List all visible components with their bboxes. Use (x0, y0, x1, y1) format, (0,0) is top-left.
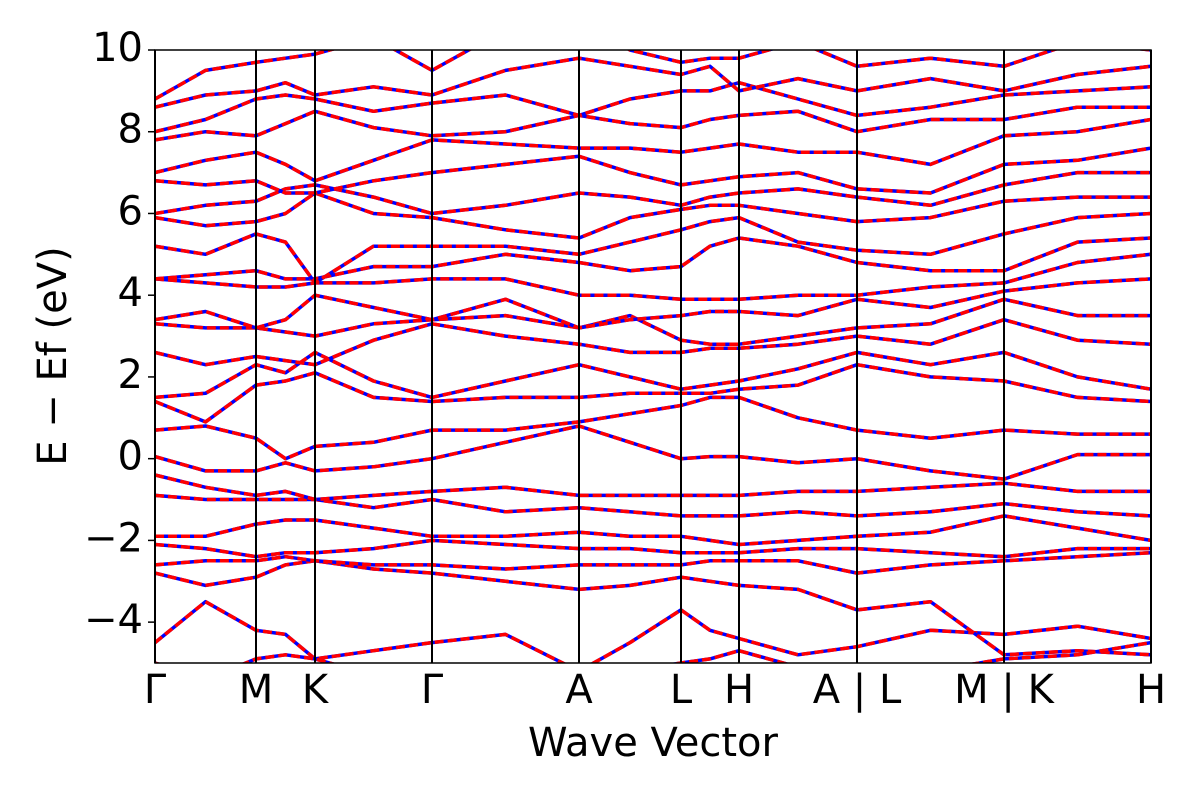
x-tick-label: K (302, 667, 330, 713)
band-line-dashed (155, 493, 1151, 518)
band-line-dashed (155, 277, 1151, 330)
x-tick-label: Γ (421, 667, 444, 713)
band-line-dashed (155, 211, 1151, 285)
y-tick-label: 4 (118, 270, 143, 316)
band-line-dashed (155, 50, 1151, 101)
band-line (155, 559, 1151, 657)
y-tick-label: −2 (84, 515, 143, 561)
x-tick-label: L (670, 667, 693, 713)
x-tick-label: M | K (954, 667, 1055, 713)
band-line-dashed (155, 559, 1151, 657)
band-line-dashed (155, 170, 1151, 216)
band-line-dashed (155, 395, 1151, 461)
band-line-dashed (155, 105, 1151, 142)
band-line-dashed (155, 473, 1151, 502)
band-line-dashed (155, 146, 1151, 195)
plot-frame (154, 49, 1152, 664)
y-tick-label: 10 (92, 25, 143, 71)
band-line-dashed (155, 80, 1151, 134)
y-tick-label: −4 (84, 597, 143, 643)
band-line-dashed (155, 317, 1151, 367)
band-line-dashed (155, 514, 1151, 547)
band-line-dashed (155, 362, 1151, 424)
x-tick-label: H (724, 667, 754, 713)
band-line-dashed (155, 191, 1151, 240)
x-tick-label: A (565, 667, 593, 713)
band-line (155, 50, 1151, 101)
band-line-dashed (155, 236, 1151, 281)
x-tick-label: A | L (813, 667, 902, 713)
band-line-dashed (155, 424, 1151, 481)
band-line-dashed (155, 599, 1151, 663)
band-line-dashed (155, 350, 1151, 400)
band-line (155, 236, 1151, 281)
band-line-dashed (155, 538, 1151, 559)
y-tick-label: 2 (118, 352, 143, 398)
bands (155, 50, 1151, 663)
band-line-dashed (155, 117, 1151, 183)
y-tick-label: 6 (118, 188, 143, 234)
band-line (155, 211, 1151, 285)
x-axis-label: Wave Vector (528, 720, 779, 766)
x-tick-label: H (1136, 667, 1166, 713)
y-tick-label: 8 (118, 107, 143, 153)
band-line-dashed (155, 56, 1151, 109)
y-axis-label: E − Ef (eV) (30, 246, 76, 465)
band-line-dashed (155, 640, 1151, 663)
band-line-dashed (155, 297, 1151, 346)
band-line-dashed (155, 252, 1151, 302)
y-tick-label: 0 (118, 434, 143, 480)
band-line-dashed (155, 550, 1151, 575)
x-tick-label: Γ (144, 667, 167, 713)
x-tick-label: M (239, 667, 274, 713)
